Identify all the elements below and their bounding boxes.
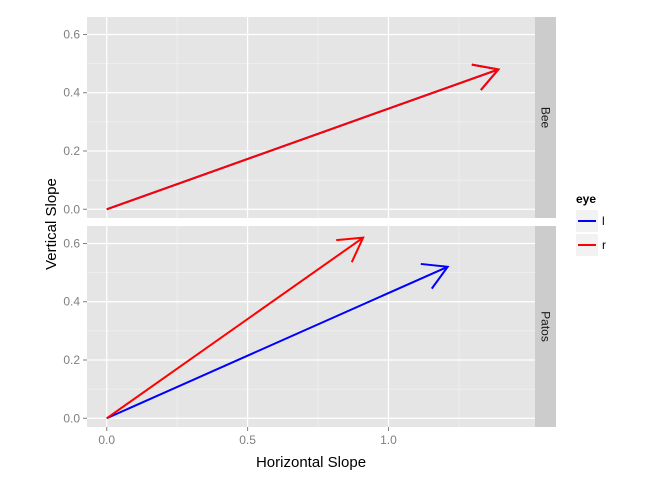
arrowhead-patos-eye-r [336,236,365,263]
facet-strip [535,17,556,218]
arrowhead-bee-eye-r [471,63,501,91]
legend-label-l: l [602,214,605,228]
y-tick-label: 0.2 [63,144,80,158]
facet-panel-bee: 0.0 0.2 0.4 0.6 Bee [63,17,556,218]
y-tick-label: 0.0 [63,411,80,425]
arrow-bee-eye-r [106,68,499,211]
facet-strip-label: Patos [539,311,553,342]
facet-strip [535,226,556,427]
y-tick-label: 0.4 [63,295,80,309]
y-tick-label: 0.0 [63,202,80,216]
arrowhead-patos-eye-l [420,262,450,290]
x-axis-title: Horizontal Slope [256,454,366,471]
arrow-patos-eye-r [106,236,364,420]
y-tick-label: 0.6 [63,236,80,250]
x-tick-label: 0.0 [98,433,115,447]
facet-strip-label: Bee [539,107,553,129]
legend-label-r: r [602,238,606,252]
arrow-patos-eye-l [106,265,449,420]
y-tick-label: 0.2 [63,353,80,367]
y-axis-title: Vertical Slope [43,178,60,270]
x-tick-label: 0.5 [239,433,256,447]
panel-background [87,17,535,218]
facet-panel-patos: 0.0 0.2 0.4 0.6 Patos [63,226,556,427]
legend-title: eye [576,192,596,206]
y-tick-label: 0.6 [63,27,80,41]
x-tick-label: 1.0 [380,433,397,447]
y-tick-label: 0.4 [63,86,80,100]
